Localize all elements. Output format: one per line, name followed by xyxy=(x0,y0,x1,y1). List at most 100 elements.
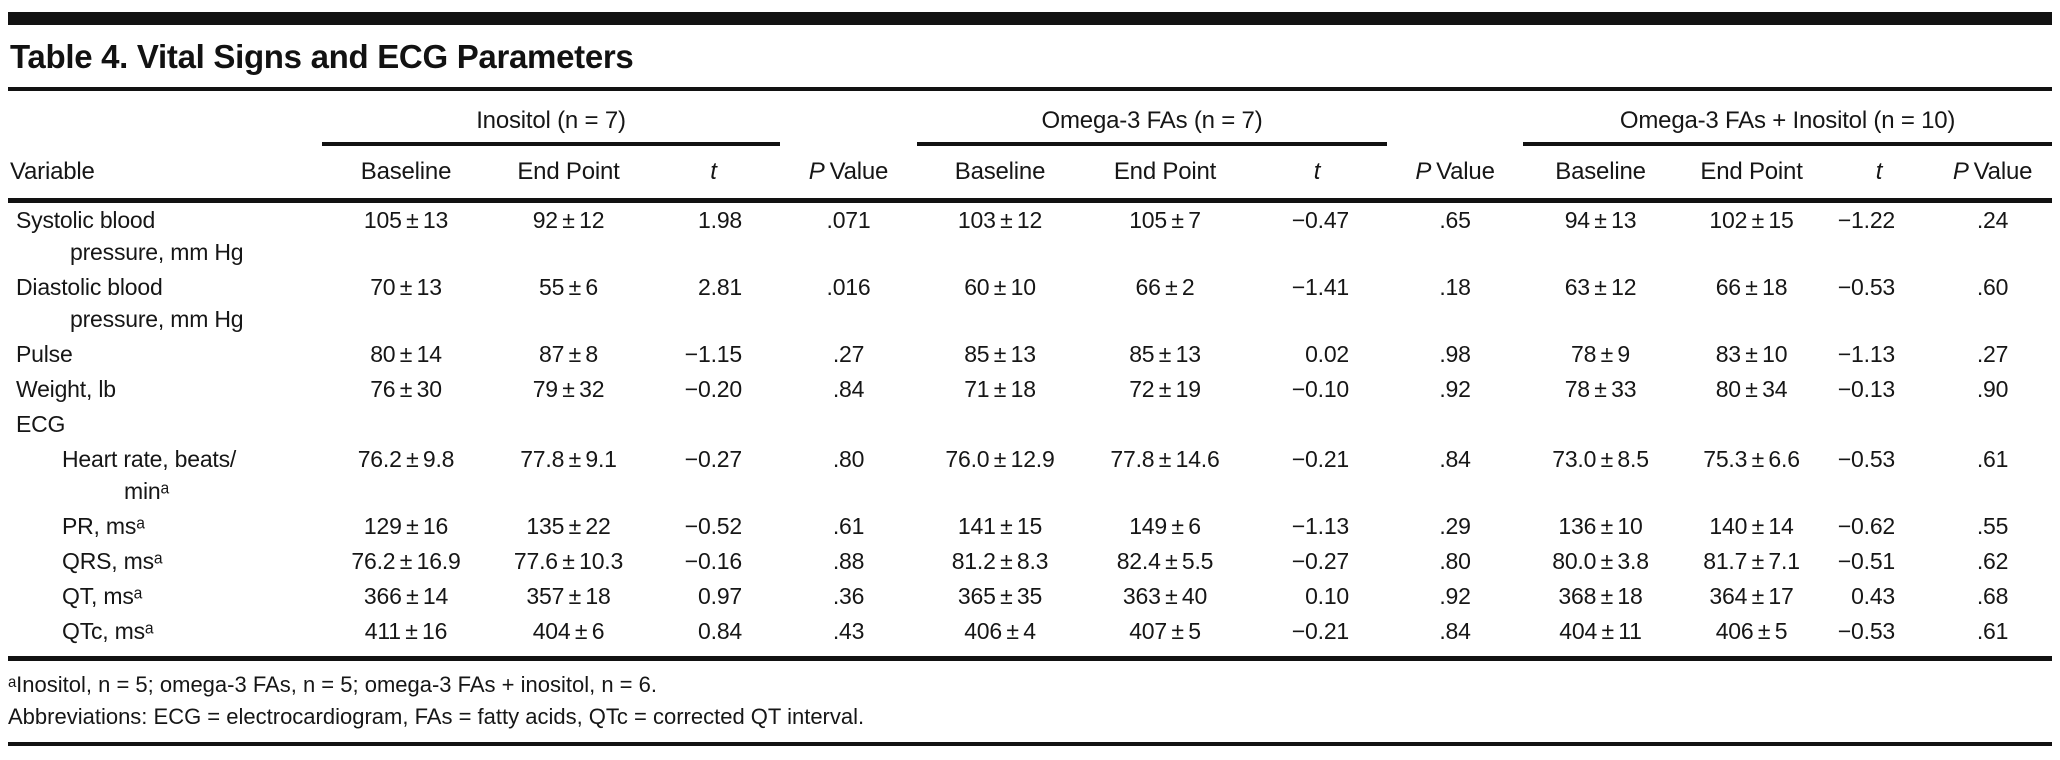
p-cell: .36 xyxy=(832,583,865,609)
group-header-gap-1 xyxy=(780,91,917,144)
variable-cell: QTc, msᵃ xyxy=(62,618,154,644)
table-row: QT, msᵃ 366 ± 14 357 ± 18 0.97 .36 365 ± 35 36… xyxy=(8,579,2052,614)
baseline-cell: 80.0 ± 3.8 xyxy=(1552,548,1649,574)
footnote-rule xyxy=(8,656,2052,661)
t-cell xyxy=(1825,407,1933,442)
table-top-bar xyxy=(8,12,2052,25)
t-cell xyxy=(647,407,780,442)
baseline-cell: 94 ± 13 xyxy=(1564,207,1637,233)
t-cell: −0.27 xyxy=(684,446,742,472)
table-row: QRS, msᵃ 76.2 ± 16.9 77.6 ± 10.3 −0.16 .88 81… xyxy=(8,544,2052,579)
t-cell: 0.02 xyxy=(1305,341,1350,367)
baseline-cell: 73.0 ± 8.5 xyxy=(1552,446,1649,472)
t-cell: −1.15 xyxy=(684,341,742,367)
endpoint-cell: 77.8 ± 14.6 xyxy=(1110,446,1220,472)
group-header-row: Inositol (n = 7) Omega-3 FAs (n = 7) Ome… xyxy=(8,91,2053,146)
endpoint-cell: 87 ± 8 xyxy=(538,341,598,367)
t-cell: 1.98 xyxy=(698,207,742,233)
baseline-cell: 76.2 ± 16.9 xyxy=(351,548,461,574)
p-value-suffix: Value xyxy=(1973,158,2033,185)
t-cell: −1.13 xyxy=(1291,513,1350,539)
pvalue-header-3: P Value xyxy=(1933,144,2053,203)
variable-cell: Pulse xyxy=(16,341,73,367)
group-header-inositol: Inositol (n = 7) xyxy=(322,91,780,146)
t-cell: −0.13 xyxy=(1837,376,1896,402)
t-cell: −1.41 xyxy=(1291,274,1350,300)
p-cell: .92 xyxy=(1439,376,1471,402)
column-header-row: Variable Baseline End Point t P Value Bas… xyxy=(8,144,2053,203)
table-row: Pulse 80 ± 14 87 ± 8 −1.15 .27 85 ± 13 85 ± 13… xyxy=(8,337,2052,372)
p-cell: .62 xyxy=(1976,548,2009,574)
p-italic: P xyxy=(808,158,825,185)
variable-cell: Diastolic blood pressure, mm Hg xyxy=(16,274,244,332)
p-cell: .90 xyxy=(1976,376,2009,402)
t-cell: −0.52 xyxy=(684,513,742,539)
baseline-cell: 366 ± 14 xyxy=(363,583,449,609)
footnotes: ᵃInositol, n = 5; omega-3 FAs, n = 5; om… xyxy=(8,661,2052,733)
baseline-header-2: Baseline xyxy=(917,144,1083,203)
endpoint-cell: 105 ± 7 xyxy=(1129,207,1201,233)
variable-cell: QRS, msᵃ xyxy=(62,548,163,574)
baseline-cell xyxy=(917,407,1083,442)
baseline-cell: 81.2 ± 8.3 xyxy=(951,548,1049,574)
p-cell: .60 xyxy=(1976,274,2009,300)
endpoint-cell: 85 ± 13 xyxy=(1129,341,1201,367)
p-cell xyxy=(1387,407,1523,442)
t-header-2: t xyxy=(1247,144,1388,203)
t-cell: 2.81 xyxy=(698,274,742,300)
p-value-suffix: Value xyxy=(1436,158,1495,185)
pvalue-header-2: P Value xyxy=(1387,144,1524,203)
baseline-cell: 136 ± 10 xyxy=(1558,513,1643,539)
endpoint-cell: 357 ± 18 xyxy=(526,583,611,609)
p-cell: .29 xyxy=(1439,513,1471,539)
endpoint-cell: 81.7 ± 7.1 xyxy=(1703,548,1800,574)
endpoint-header-1: End Point xyxy=(490,144,647,203)
variable-cell: PR, msᵃ xyxy=(62,513,145,539)
baseline-cell: 129 ± 16 xyxy=(363,513,449,539)
p-cell: .98 xyxy=(1439,341,1471,367)
vital-signs-table: Inositol (n = 7) Omega-3 FAs (n = 7) Ome… xyxy=(8,91,2053,649)
t-cell: −0.27 xyxy=(1291,548,1350,574)
variable-cell: Systolic blood pressure, mm Hg xyxy=(16,207,244,265)
p-cell: .68 xyxy=(1976,583,2009,609)
p-cell: .24 xyxy=(1976,207,2009,233)
baseline-header-3: Baseline xyxy=(1523,144,1679,203)
t-cell: −1.22 xyxy=(1837,207,1896,233)
variable-cell: Heart rate, beats/ minᵃ xyxy=(62,446,237,504)
t-cell: 0.10 xyxy=(1305,583,1350,609)
endpoint-cell xyxy=(1083,407,1247,442)
baseline-cell xyxy=(322,407,490,442)
p-cell: .65 xyxy=(1439,207,1471,233)
variable-cell: ECG xyxy=(16,411,66,437)
p-cell: .071 xyxy=(826,207,871,233)
endpoint-cell: 92 ± 12 xyxy=(532,207,605,233)
t-header-3: t xyxy=(1825,144,1934,203)
t-cell: −0.53 xyxy=(1837,618,1896,644)
baseline-cell: 60 ± 10 xyxy=(964,274,1036,300)
variable-column-header: Variable xyxy=(8,144,322,203)
p-cell xyxy=(780,407,917,442)
variable-cell: Weight, lb xyxy=(16,376,116,402)
p-cell: .84 xyxy=(1439,618,1471,644)
endpoint-cell: 364 ± 17 xyxy=(1709,583,1794,609)
group-header-gap-2 xyxy=(1387,91,1523,144)
baseline-cell xyxy=(1523,407,1678,442)
t-cell: −0.20 xyxy=(684,376,742,402)
t-cell: −0.47 xyxy=(1291,207,1350,233)
group-header-omega3-inositol: Omega-3 FAs + Inositol (n = 10) xyxy=(1523,91,2053,146)
baseline-cell: 78 ± 33 xyxy=(1564,376,1637,402)
variable-cell: QT, msᵃ xyxy=(62,583,142,609)
endpoint-cell: 80 ± 34 xyxy=(1715,376,1788,402)
p-cell: .27 xyxy=(832,341,865,367)
p-cell: .80 xyxy=(1439,548,1471,574)
baseline-cell: 103 ± 12 xyxy=(957,207,1043,233)
p-cell: .61 xyxy=(832,513,865,539)
p-cell: .016 xyxy=(826,274,871,300)
baseline-cell: 71 ± 18 xyxy=(964,376,1036,402)
endpoint-cell: 406 ± 5 xyxy=(1715,618,1788,644)
p-cell: .18 xyxy=(1439,274,1471,300)
p-cell: .88 xyxy=(832,548,865,574)
table-row: Weight, lb 76 ± 30 79 ± 32 −0.20 .84 71 ± 18 7… xyxy=(8,372,2052,407)
t-cell: 0.43 xyxy=(1851,583,1896,609)
baseline-cell: 70 ± 13 xyxy=(370,274,442,300)
